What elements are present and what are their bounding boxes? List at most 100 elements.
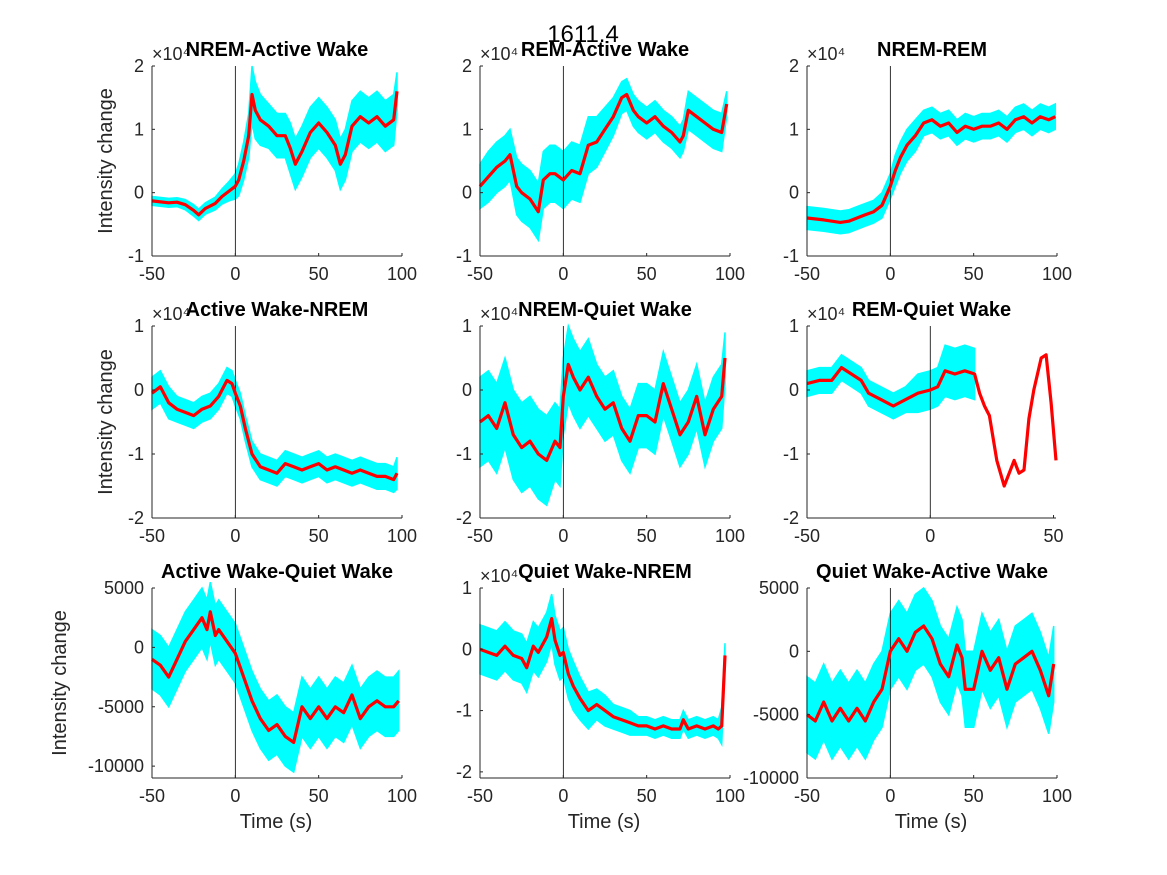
panel-title: REM-Active Wake	[521, 39, 689, 61]
y-tick-label: 0	[134, 183, 144, 203]
confidence-band	[479, 593, 726, 747]
panel-title: NREM-Active Wake	[186, 39, 369, 61]
x-tick-label: 50	[637, 786, 657, 806]
mean-signal-line	[479, 616, 727, 731]
x-tick-label: -50	[794, 264, 820, 284]
y-tick-label: -5000	[753, 705, 799, 725]
axis-exponent: ×10⁴	[807, 44, 845, 64]
x-tick-label: 50	[637, 526, 657, 546]
y-tick-label: -1	[128, 444, 144, 464]
x-tick-label: -50	[139, 526, 165, 546]
x-tick-label: -50	[467, 786, 493, 806]
y-tick-label: 1	[789, 119, 799, 139]
y-tick-label: -1	[456, 246, 472, 266]
axis-exponent: ×10⁴	[480, 566, 518, 586]
x-tick-label: -50	[794, 526, 820, 546]
y-tick-label: -2	[783, 508, 799, 528]
figure-suptitle: 1611.4	[547, 21, 619, 48]
x-tick-label: 50	[309, 526, 329, 546]
panel-6: -50 0 50 -2 -1 0 1 ×10⁴ REM-Quiet Wake	[783, 299, 1064, 546]
x-tick-label: -50	[139, 264, 165, 284]
y-tick-label: -2	[456, 762, 472, 782]
x-tick-label: 0	[558, 786, 568, 806]
axis-exponent: ×10⁴	[807, 304, 845, 324]
x-tick-label: 100	[1042, 264, 1072, 284]
x-tick-label: 100	[387, 786, 417, 806]
y-tick-label: 1	[789, 316, 799, 336]
y-tick-label: -2	[456, 508, 472, 528]
panel-2: -50 0 50 100 -1 0 1 2 ×10⁴ REM-Active Wake	[456, 39, 745, 284]
y-tick-label: 2	[789, 56, 799, 76]
x-tick-label: 0	[558, 264, 568, 284]
x-tick-label: 50	[309, 264, 329, 284]
mean-signal-line	[806, 353, 1058, 488]
y-tick-label: -2	[128, 508, 144, 528]
x-tick-label: 50	[1044, 526, 1064, 546]
y-tick-label: 0	[462, 380, 472, 400]
confidence-band	[806, 586, 1055, 761]
y-tick-label: 5000	[104, 578, 144, 598]
confidence-band	[151, 581, 400, 774]
y-axis-label: Intensity change	[95, 349, 117, 495]
confidence-band	[151, 65, 398, 222]
y-tick-label: -5000	[98, 697, 144, 717]
x-axis-label: Time (s)	[240, 811, 313, 833]
panel-3: -50 0 50 100 -1 0 1 2 ×10⁴ NREM-REM	[783, 39, 1072, 284]
y-tick-label: 2	[134, 56, 144, 76]
y-tick-label: -1	[456, 444, 472, 464]
mean-signal-line	[806, 624, 1056, 723]
y-tick-label: -10000	[88, 756, 144, 776]
x-tick-label: 0	[925, 526, 935, 546]
y-tick-label: 1	[134, 316, 144, 336]
x-tick-label: 100	[715, 526, 745, 546]
mean-signal-line	[151, 610, 400, 745]
x-tick-label: 100	[715, 264, 745, 284]
mean-signal-line	[151, 91, 399, 217]
y-tick-label: 1	[462, 316, 472, 336]
axis-exponent: ×10⁴	[480, 44, 518, 64]
x-tick-label: 0	[230, 526, 240, 546]
x-tick-label: 0	[230, 264, 240, 284]
y-tick-label: -1	[456, 701, 472, 721]
y-tick-label: 5000	[759, 578, 799, 598]
y-tick-label: -1	[128, 246, 144, 266]
y-tick-label: 1	[462, 119, 472, 139]
x-tick-label: 100	[387, 526, 417, 546]
y-tick-label: -10000	[743, 768, 799, 788]
x-tick-label: -50	[794, 786, 820, 806]
x-axis-label: Time (s)	[895, 811, 968, 833]
panel-9: -50 0 50 100 -10000 -5000 0 5000 Quiet Wake-Acti…	[743, 561, 1072, 833]
y-tick-label: -1	[783, 444, 799, 464]
x-tick-label: 50	[637, 264, 657, 284]
confidence-band	[479, 77, 728, 243]
panel-title: NREM-REM	[877, 39, 987, 61]
y-tick-label: 0	[134, 380, 144, 400]
y-axis-label: Intensity change	[49, 610, 71, 756]
y-tick-label: 0	[462, 183, 472, 203]
x-tick-label: 50	[309, 786, 329, 806]
x-tick-label: 0	[230, 786, 240, 806]
y-axis-label: Intensity change	[95, 88, 117, 234]
x-tick-label: -50	[467, 264, 493, 284]
panel-7: -50 0 50 100 -10000 -5000 0 5000 Active Wake-Qui…	[49, 561, 417, 833]
panel-title: REM-Quiet Wake	[852, 299, 1011, 321]
x-tick-label: -50	[467, 526, 493, 546]
panel-8: -50 0 50 100 -2 -1 0 1 ×10⁴ Quiet Wake-NREM Time (…	[456, 561, 745, 833]
x-tick-label: -50	[139, 786, 165, 806]
y-tick-label: 1	[462, 578, 472, 598]
x-tick-label: 0	[558, 526, 568, 546]
x-axis-label: Time (s)	[568, 811, 641, 833]
y-tick-label: 0	[789, 641, 799, 661]
y-tick-label: -1	[783, 246, 799, 266]
axis-exponent: ×10⁴	[152, 304, 190, 324]
y-tick-label: 0	[789, 183, 799, 203]
panel-title: NREM-Quiet Wake	[518, 299, 692, 321]
confidence-band	[806, 344, 976, 420]
mean-signal-line	[478, 92, 729, 214]
x-tick-label: 100	[387, 264, 417, 284]
panel-title: Active Wake-Quiet Wake	[161, 561, 393, 583]
confidence-band	[806, 102, 1057, 235]
panel-title: Active Wake-NREM	[186, 299, 369, 321]
